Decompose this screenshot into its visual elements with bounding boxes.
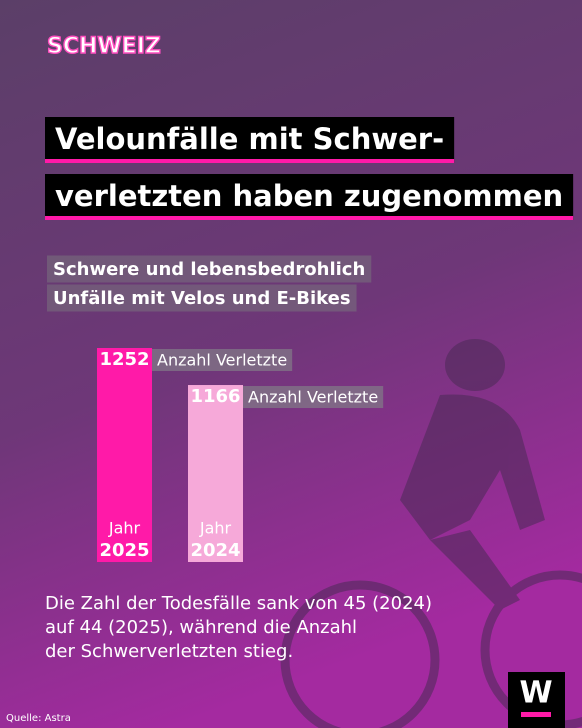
subtitle-line-box (47, 284, 357, 312)
logo-bar (521, 712, 551, 717)
kicker: SCHWEIZ (47, 34, 161, 59)
title-line-box (45, 117, 455, 163)
subtitle-line-box (47, 255, 372, 283)
value-label: 1252 (99, 349, 149, 370)
category-prefix: Jahr (108, 519, 141, 538)
logo-box (508, 672, 565, 728)
title: Velounfälle mit Schwer-verletzten haben … (45, 117, 574, 220)
logo: W (519, 676, 552, 711)
title-line-underline (45, 216, 574, 220)
annotation: Die Zahl der Todesfälle sank von 45 (202… (45, 593, 432, 662)
cyclist-silhouette (280, 339, 582, 728)
value-caption-box (152, 349, 293, 371)
source: Quelle: Astra (6, 713, 71, 724)
value-caption: Anzahl Verletzte (157, 351, 287, 370)
title-line-underline (45, 159, 455, 163)
subtitle-line: Unfälle mit Velos und E-Bikes (53, 288, 351, 309)
value-caption-box (243, 386, 384, 409)
category-prefix: Jahr (199, 519, 232, 538)
value-label: 1166 (190, 386, 240, 407)
title-line: Velounfälle mit Schwer- (55, 122, 444, 156)
title-line-box (45, 174, 574, 220)
title-line: verletzten haben zugenommen (55, 179, 563, 213)
category-label: 2024 (190, 540, 240, 561)
value-caption: Anzahl Verletzte (248, 388, 378, 407)
category-label: 2025 (99, 540, 149, 561)
plot: 1252 Anzahl Verletzte Jahr 2025 1166 Anzahl V… (97, 348, 384, 562)
subtitle-line: Schwere und lebensbedrohlich (53, 259, 365, 280)
annotation-line: Die Zahl der Todesfälle sank von 45 (202… (45, 593, 432, 614)
annotation-line: auf 44 (2025), während die Anzahl (45, 617, 357, 638)
annotation-line: der Schwerverletzten stieg. (45, 641, 293, 662)
bar (188, 385, 243, 562)
bar (97, 348, 152, 562)
subtitle: Schwere und lebensbedrohlich Unfälle mit … (47, 255, 372, 312)
